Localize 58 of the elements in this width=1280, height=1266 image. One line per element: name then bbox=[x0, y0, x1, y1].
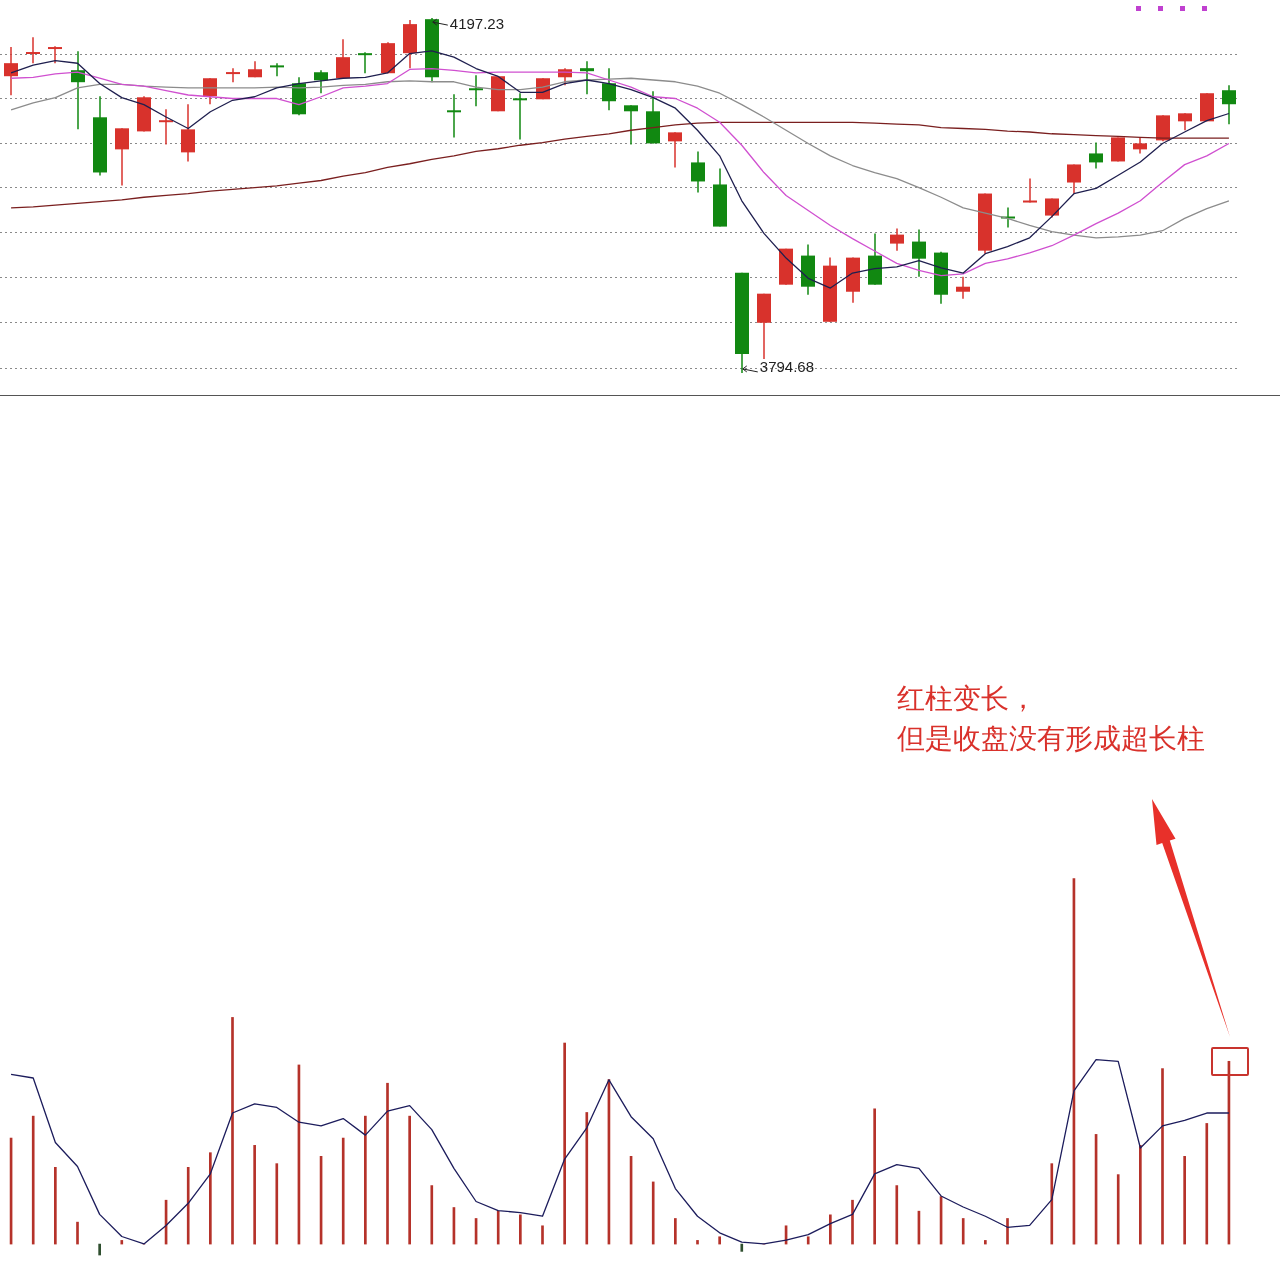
bar bbox=[1161, 1068, 1164, 1245]
bar bbox=[209, 1152, 212, 1245]
candlestick bbox=[270, 63, 284, 77]
bar bbox=[76, 1221, 79, 1245]
bar bbox=[341, 1137, 345, 1245]
candlestick bbox=[1023, 178, 1037, 203]
bar bbox=[275, 1163, 279, 1245]
text: 红柱变长， bbox=[897, 681, 1038, 717]
bar bbox=[895, 1185, 899, 1245]
bar bbox=[31, 1115, 35, 1245]
bar bbox=[1116, 1174, 1120, 1245]
bar bbox=[1139, 1145, 1142, 1245]
bar bbox=[1205, 1123, 1209, 1245]
bar bbox=[231, 1017, 234, 1245]
candlestick bbox=[624, 105, 638, 145]
bar bbox=[253, 1145, 256, 1245]
bar bbox=[408, 1115, 411, 1245]
candlestick bbox=[48, 46, 62, 64]
bar bbox=[984, 1240, 987, 1245]
bar bbox=[651, 1181, 655, 1245]
bar bbox=[1050, 1163, 1054, 1245]
bar bbox=[829, 1214, 832, 1245]
candlestick bbox=[956, 276, 970, 299]
bar bbox=[1006, 1218, 1009, 1245]
bar bbox=[386, 1082, 389, 1245]
bar bbox=[541, 1225, 544, 1245]
candlestick bbox=[226, 68, 240, 83]
bar bbox=[54, 1166, 57, 1245]
candlestick bbox=[358, 52, 372, 74]
bar bbox=[98, 1243, 101, 1256]
candlestick bbox=[4, 47, 18, 96]
candlestick bbox=[469, 75, 483, 107]
candlestick bbox=[580, 61, 594, 95]
bar bbox=[364, 1115, 367, 1245]
bar bbox=[430, 1185, 434, 1245]
bar bbox=[519, 1214, 522, 1245]
candlestick bbox=[26, 37, 40, 64]
candlestick bbox=[668, 132, 682, 168]
text: 但是收盘没有形成超长柱 bbox=[897, 721, 1205, 757]
bar bbox=[563, 1042, 566, 1245]
bar bbox=[120, 1240, 124, 1245]
candlestick bbox=[159, 109, 173, 145]
candlestick bbox=[447, 94, 461, 138]
annotation: 3794.68 bbox=[759, 357, 815, 375]
bar bbox=[851, 1199, 854, 1245]
bar bbox=[585, 1112, 589, 1245]
bar bbox=[961, 1218, 965, 1245]
bar bbox=[496, 1210, 500, 1245]
candlestick bbox=[513, 93, 527, 140]
bar bbox=[696, 1240, 699, 1245]
bar bbox=[674, 1218, 677, 1245]
bar bbox=[740, 1243, 744, 1252]
bar bbox=[186, 1166, 190, 1245]
bar bbox=[873, 1108, 876, 1245]
annotation: 4197.23 bbox=[449, 15, 505, 33]
bar bbox=[806, 1236, 810, 1245]
bar bbox=[1183, 1156, 1186, 1245]
bar bbox=[718, 1236, 721, 1245]
